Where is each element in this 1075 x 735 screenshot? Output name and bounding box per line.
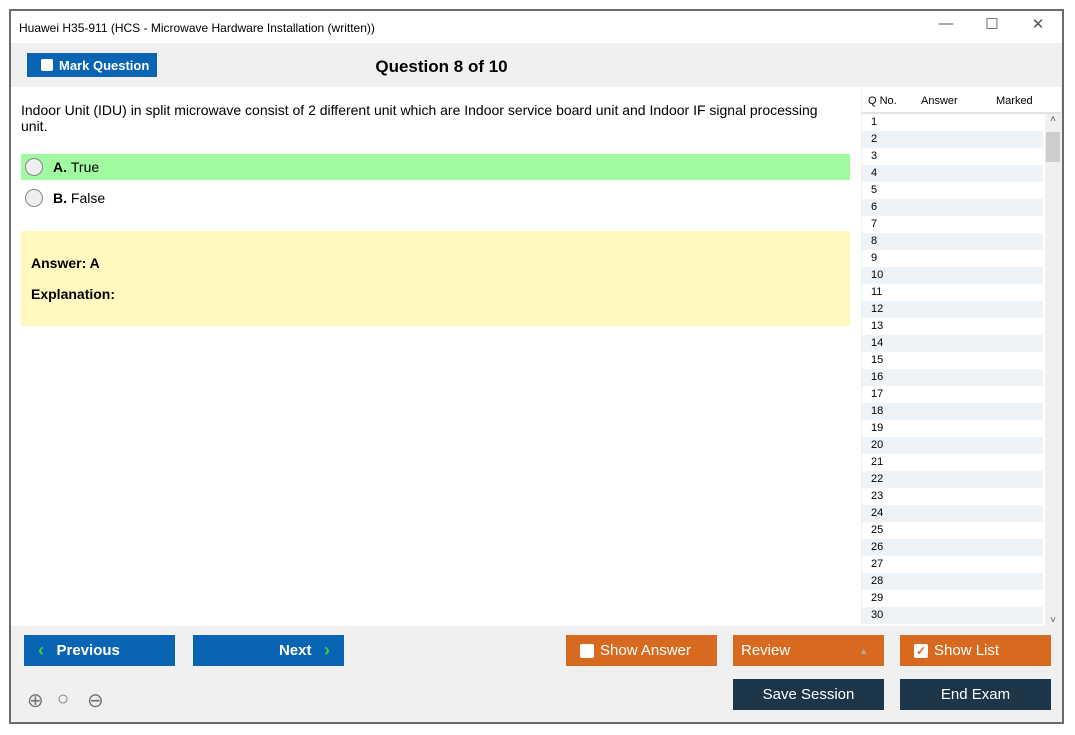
option-letter: A. [53,159,67,175]
maximize-button[interactable]: ☐ [985,16,999,33]
list-header: Q No. Answer Marked [862,87,1061,114]
header-qno: Q No. [868,95,897,107]
show-list-label: Show List [934,642,1000,659]
list-item[interactable]: 15 [871,354,884,366]
list-item[interactable]: 30 [862,607,1043,624]
answer-label: Answer: A [31,255,100,271]
list-item[interactable]: 6 [862,199,1043,216]
next-button[interactable]: Next › [193,635,344,666]
list-item[interactable]: 29 [871,592,884,604]
list-item[interactable]: 23 [871,490,884,502]
list-item[interactable]: 7 [871,218,878,230]
app-window: Huawei H35-911 (HCS - Microwave Hardware… [9,9,1064,724]
end-exam-button[interactable]: End Exam [900,679,1051,710]
scroll-thumb[interactable] [1046,132,1060,162]
chevron-right-icon: › [324,640,330,660]
scrollbar[interactable]: ˄ ˅ [1045,114,1061,626]
list-item[interactable]: 21 [871,456,884,468]
list-item[interactable]: 19 [871,422,884,434]
checkbox-checked-icon: ✓ [914,643,928,658]
header-marked: Marked [996,95,1033,107]
scroll-down-icon[interactable]: ˅ [1050,615,1056,626]
previous-label: Previous [56,642,120,659]
list-item[interactable]: 1 [871,116,878,128]
radio-icon[interactable] [25,158,43,176]
list-item[interactable]: 12 [862,301,1043,318]
checkbox-icon [41,59,53,71]
list-item[interactable]: 2 [862,131,1043,148]
question-panel: Indoor Unit (IDU) in split microwave con… [11,87,861,626]
header-answer: Answer [921,95,958,107]
list-item[interactable]: 5 [871,184,878,196]
answer-box: Answer: A Explanation: [21,231,850,326]
previous-button[interactable]: ‹ Previous [24,635,175,666]
list-item[interactable]: 18 [862,403,1043,420]
list-item[interactable]: 22 [862,471,1043,488]
list-item[interactable]: 14 [862,335,1043,352]
list-item[interactable]: 13 [871,320,884,332]
list-item[interactable]: 4 [862,165,1043,182]
show-list-button[interactable]: ✓ Show List [900,635,1051,666]
save-session-button[interactable]: Save Session [733,679,884,710]
radio-icon[interactable] [25,189,43,207]
next-label: Next [278,642,312,659]
option-a[interactable]: A. True [21,154,850,180]
list-item[interactable]: 17 [871,388,884,400]
review-label: Review [741,642,791,659]
zoom-reset-icon[interactable]: ○ [57,688,70,710]
mark-question-button[interactable]: Mark Question [27,53,157,77]
checkbox-icon [580,643,594,658]
list-item[interactable]: 27 [871,558,884,570]
show-answer-label: Show Answer [600,642,691,659]
title-bar: Huawei H35-911 (HCS - Microwave Hardware… [11,11,1062,43]
list-item[interactable]: 3 [871,150,878,162]
option-text: False [70,190,106,206]
chevron-left-icon: ‹ [38,640,44,660]
zoom-out-icon[interactable]: ⊖ [87,690,104,712]
list-item[interactable]: 20 [862,437,1043,454]
scroll-up-icon[interactable]: ˄ [1050,114,1056,125]
list-item[interactable]: 8 [862,233,1043,250]
minimize-button[interactable]: — [938,15,954,32]
list-item[interactable]: 26 [862,539,1043,556]
list-item[interactable]: 9 [871,252,878,264]
list-item[interactable]: 24 [862,505,1043,522]
list-item[interactable]: 25 [871,524,884,536]
option-text: True [70,159,100,175]
list-rows: 1 2 3 4 5 6 7 8 9 10 11 12 13 14 15 16 17 18 19 20 21 22 23 24 2… [862,114,1061,624]
list-item[interactable]: 11 [871,286,883,298]
close-button[interactable]: ✕ [1031,16,1045,33]
list-item[interactable]: 16 [862,369,1043,386]
zoom-in-icon[interactable]: ⊕ [27,690,44,712]
explanation-label: Explanation: [31,286,116,302]
option-b[interactable]: B. False [21,185,850,211]
option-letter: B. [53,190,67,206]
window-title: Huawei H35-911 (HCS - Microwave Hardware… [19,21,375,35]
caret-up-icon: ▲ [859,645,868,656]
review-dropdown[interactable]: Review ▲ [733,635,884,666]
list-item[interactable]: 10 [862,267,1043,284]
mark-question-label: Mark Question [59,57,150,73]
toolbar: Mark Question Question 8 of 10 [11,43,1062,87]
question-counter: Question 8 of 10 [375,57,508,76]
list-item[interactable]: 28 [862,573,1043,590]
show-answer-button[interactable]: Show Answer [566,635,717,666]
question-text: Indoor Unit (IDU) in split microwave con… [21,102,818,134]
question-list: Q No. Answer Marked 1 2 3 4 5 6 7 8 9 10 11 12 13 14 1… [862,87,1061,626]
